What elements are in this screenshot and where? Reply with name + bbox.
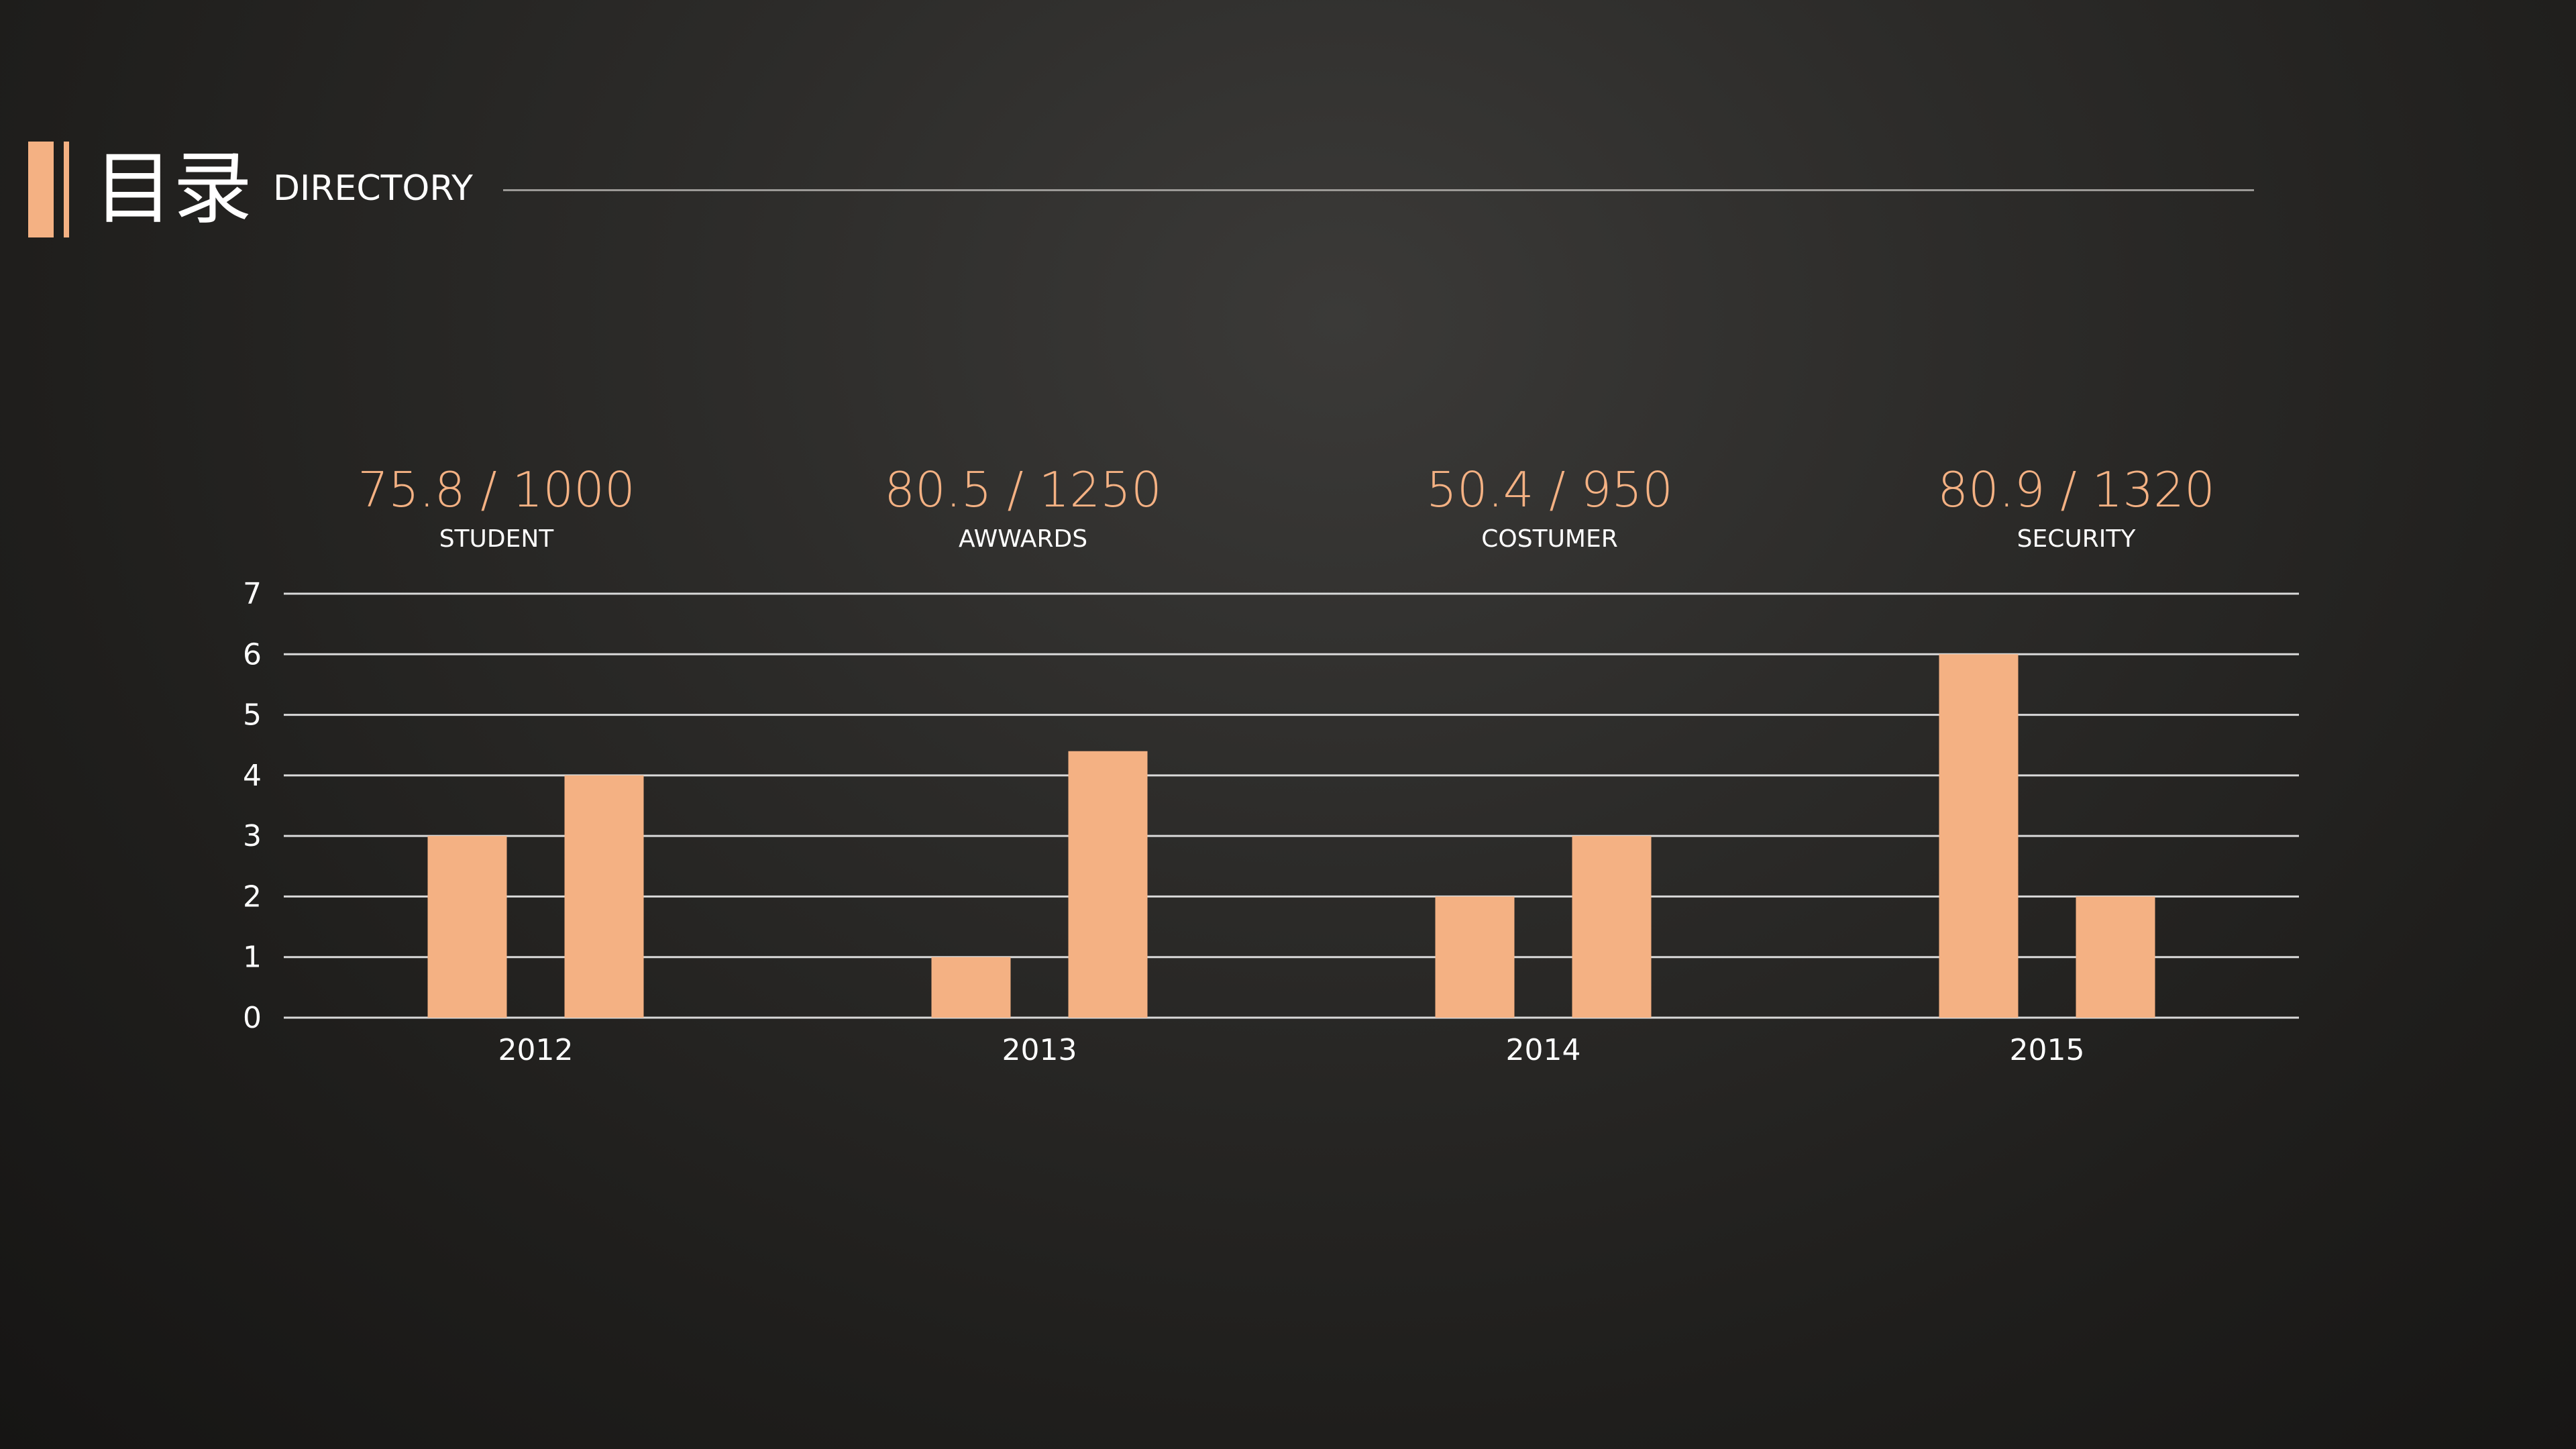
x-tick-label: 2013 [1002, 1033, 1077, 1067]
kpi-label: SECURITY [2017, 525, 2136, 553]
y-tick-label: 7 [243, 577, 262, 611]
y-tick-label: 6 [243, 637, 262, 672]
kpi-label: COSTUMER [1481, 525, 1618, 553]
kpi-security: 80.9 / 1320 SECURITY [1841, 456, 2311, 555]
bar [564, 775, 644, 1018]
slide-header: 目录 DIRECTORY [0, 0, 2576, 268]
x-tick-label: 2012 [498, 1033, 574, 1067]
kpi-value: 80.9 / 1320 [1937, 462, 2215, 518]
kpi-value: 75.8 / 1000 [358, 462, 635, 518]
accent-bar-thin [64, 142, 69, 237]
y-tick-label: 4 [243, 759, 262, 793]
kpi-student: 75.8 / 1000 STUDENT [262, 456, 731, 555]
page-title: 目录 [94, 142, 253, 235]
y-tick-label: 5 [243, 698, 262, 733]
x-tick-label: 2015 [2010, 1033, 2085, 1067]
bar-chart: 0 1 2 3 4 5 6 7 2012 2013 2014 2015 [243, 577, 2299, 1067]
kpi-row: 75.8 / 1000 STUDENT 80.5 / 1250 AWWARDS … [0, 456, 2576, 564]
kpi-label: AWWARDS [958, 525, 1088, 553]
x-axis-ticks: 2012 2013 2014 2015 [498, 1033, 2085, 1067]
accent-bar-wide [28, 142, 54, 237]
y-tick-label: 1 [243, 941, 262, 975]
bar [427, 836, 507, 1018]
y-tick-label: 3 [243, 819, 262, 853]
bar [1939, 654, 2019, 1018]
y-tick-label: 2 [243, 879, 262, 914]
bar [1435, 896, 1515, 1018]
x-tick-label: 2014 [1506, 1033, 1581, 1067]
title-divider [503, 189, 2254, 191]
bar [1572, 836, 1652, 1018]
kpi-awwards: 80.5 / 1250 AWWARDS [788, 456, 1258, 555]
page-subtitle: DIRECTORY [273, 168, 473, 209]
bars [427, 654, 2155, 1018]
y-tick-label: 0 [243, 1001, 262, 1035]
y-axis-ticks: 0 1 2 3 4 5 6 7 [243, 577, 262, 1035]
bar [1068, 751, 1148, 1018]
kpi-costumer: 50.4 / 950 COSTUMER [1315, 456, 1784, 555]
bar [931, 957, 1011, 1018]
kpi-value: 50.4 / 950 [1426, 462, 1673, 518]
kpi-value: 80.5 / 1250 [884, 462, 1162, 518]
kpi-label: STUDENT [439, 525, 554, 553]
bar [2076, 896, 2155, 1018]
